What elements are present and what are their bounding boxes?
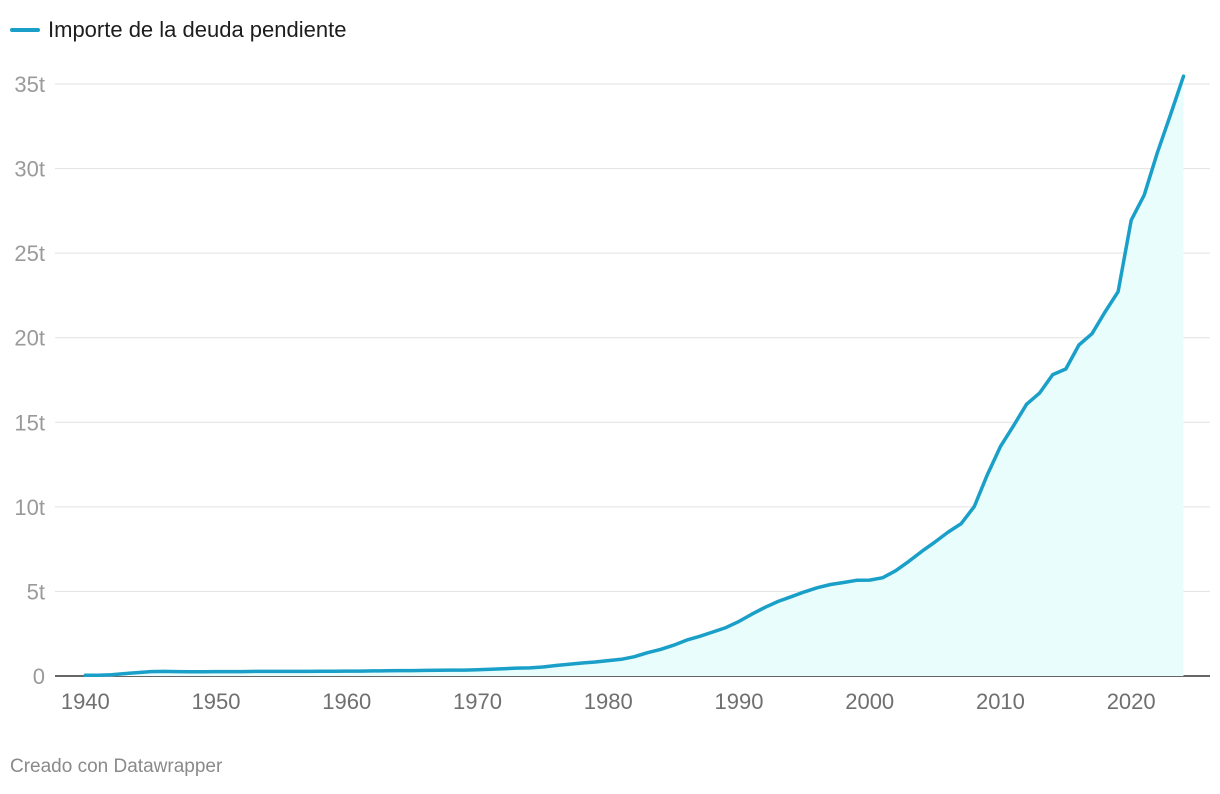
footer-credit: Creado con Datawrapper xyxy=(10,756,223,777)
y-tick-label: 35t xyxy=(14,72,45,97)
y-axis-ticks: 0 5t 10t 15t 20t 25t 30t 35t xyxy=(14,72,45,689)
y-tick-label: 10t xyxy=(14,495,45,520)
y-tick-label: 5t xyxy=(27,579,45,604)
legend: Importe de la deuda pendiente xyxy=(10,14,346,46)
x-tick-label: 2000 xyxy=(845,689,894,714)
y-tick-label: 30t xyxy=(14,157,45,182)
x-tick-label: 1940 xyxy=(61,689,110,714)
x-tick-label: 1980 xyxy=(584,689,633,714)
area-layer xyxy=(83,74,1186,678)
y-tick-label: 25t xyxy=(14,241,45,266)
x-tick-label: 2010 xyxy=(976,689,1025,714)
x-tick-label: 1990 xyxy=(714,689,763,714)
x-tick-label: 2020 xyxy=(1107,689,1156,714)
x-tick-label: 1950 xyxy=(192,689,241,714)
legend-swatch xyxy=(10,28,40,32)
legend-label: Importe de la deuda pendiente xyxy=(48,17,347,42)
y-tick-label: 20t xyxy=(14,326,45,351)
area-fill xyxy=(85,76,1184,676)
y-tick-label: 15t xyxy=(14,410,45,435)
x-tick-label: 1960 xyxy=(322,689,371,714)
x-axis-ticks: 1940 1950 1960 1970 1980 1990 2000 2010 2020 xyxy=(61,689,1156,714)
x-tick-label: 1970 xyxy=(453,689,502,714)
y-tick-label: 0 xyxy=(33,664,45,689)
series-line xyxy=(83,74,1186,678)
